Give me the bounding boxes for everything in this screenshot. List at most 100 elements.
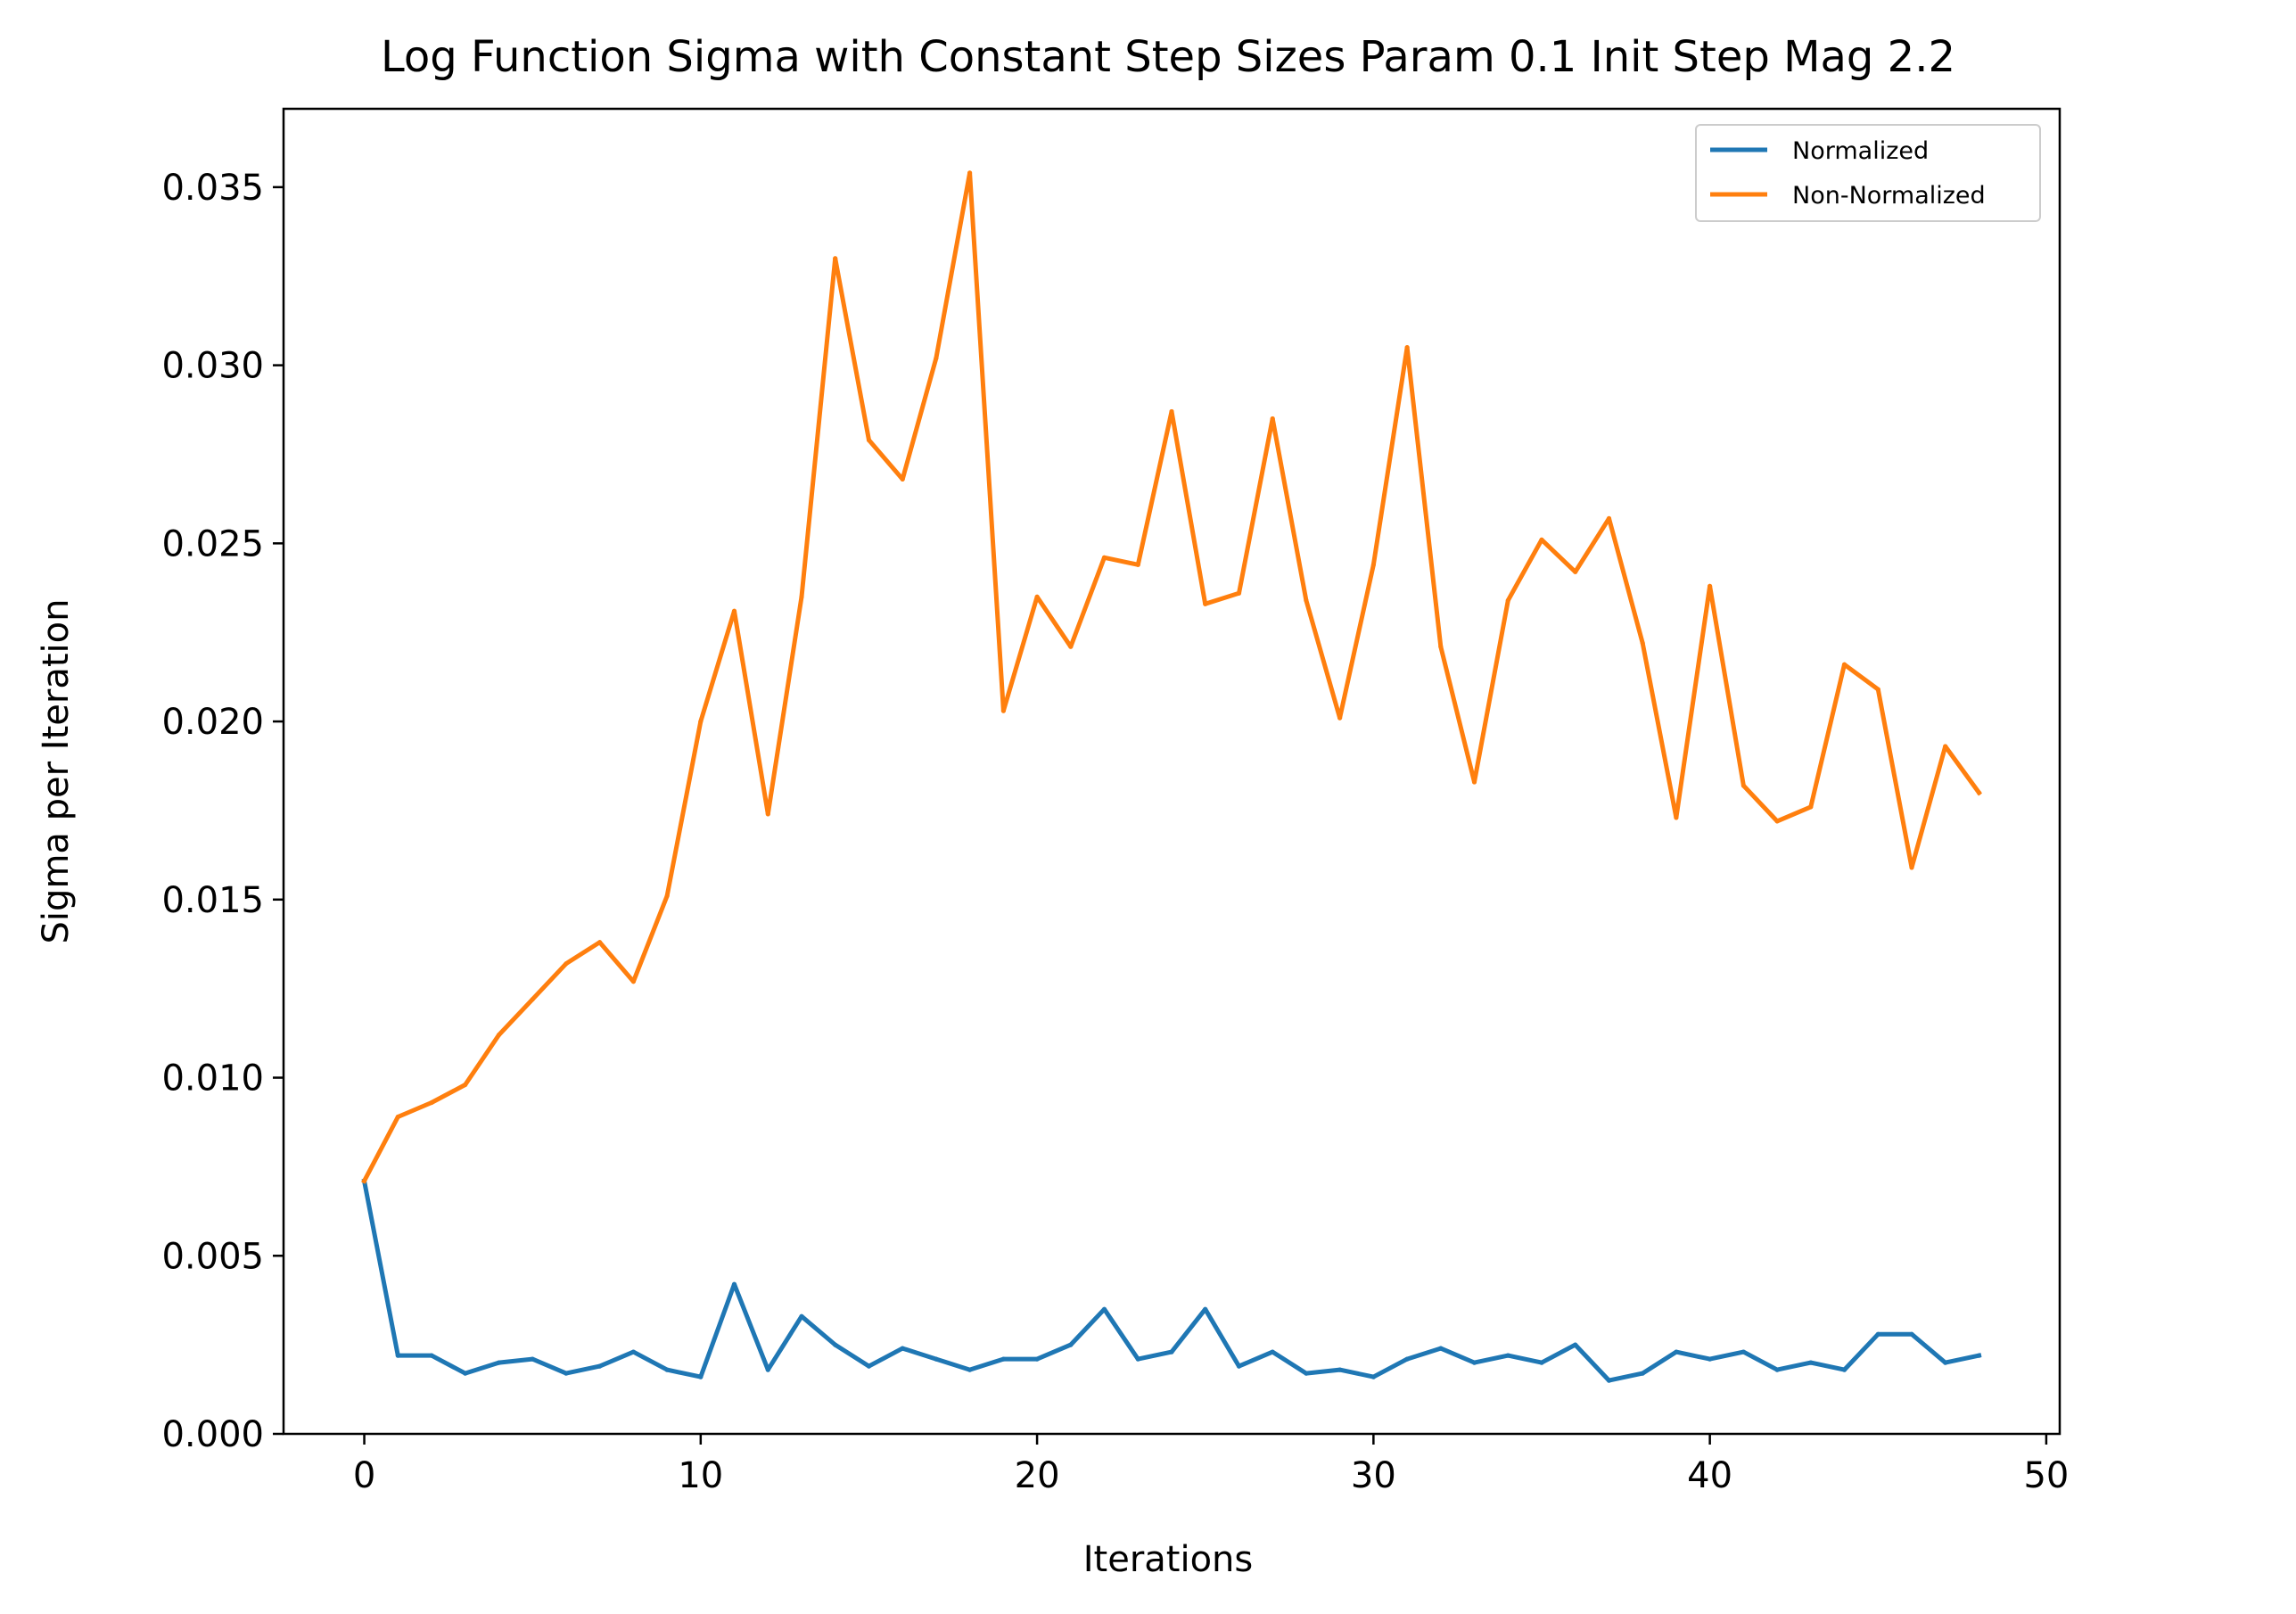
data-point-non-normalized [530,997,535,1002]
y-tick-label: 0.015 [161,880,264,921]
data-point-normalized [1101,1306,1107,1312]
y-tick-label: 0.005 [161,1236,264,1277]
data-point-non-normalized [866,437,872,443]
data-point-normalized [833,1342,838,1347]
plot-frame [282,107,2061,1436]
data-point-normalized [1606,1378,1612,1383]
data-point-normalized [1976,1353,1982,1358]
data-point-non-normalized [698,719,704,724]
data-point-normalized [496,1360,502,1365]
y-tick-label: 0.020 [161,702,264,743]
data-point-normalized [1169,1349,1174,1355]
data-point-normalized [1404,1356,1410,1362]
x-axis-label: Iterations [1083,1539,1254,1580]
data-point-non-normalized [1909,865,1914,870]
data-point-normalized [1337,1367,1343,1372]
data-point-normalized [1034,1356,1040,1362]
data-point-non-normalized [664,893,670,899]
data-point-non-normalized [1875,687,1880,692]
data-point-non-normalized [1337,715,1343,721]
data-point-non-normalized [1438,644,1444,649]
data-point-normalized [1875,1331,1880,1337]
data-point-non-normalized [1000,708,1006,713]
legend-label-normalized: Normalized [1792,137,1929,165]
data-point-normalized [1708,1356,1713,1362]
data-point-normalized [1068,1342,1074,1347]
data-point-normalized [1438,1346,1444,1351]
data-point-normalized [900,1346,905,1351]
data-point-non-normalized [1068,644,1074,649]
x-tick-label: 10 [678,1455,723,1496]
data-point-normalized [564,1371,569,1376]
data-point-non-normalized [1404,345,1410,350]
data-point-non-normalized [731,608,737,613]
data-point-non-normalized [1169,408,1174,415]
data-point-normalized [1943,1360,1948,1365]
data-point-non-normalized [833,256,838,261]
data-point-normalized [765,1367,770,1372]
series-layer [361,170,1982,1383]
data-point-non-normalized [1708,583,1713,589]
data-point-normalized [463,1371,468,1376]
data-point-normalized [1808,1360,1814,1365]
y-tick-label: 0.025 [161,523,264,564]
data-point-non-normalized [597,940,603,945]
x-tick-label: 50 [2023,1455,2069,1496]
data-point-non-normalized [564,961,569,967]
data-point-non-normalized [1270,416,1275,422]
data-point-normalized [597,1363,603,1369]
data-point-non-normalized [1505,597,1510,603]
data-point-normalized [395,1353,400,1358]
data-point-normalized [1539,1360,1544,1365]
data-point-non-normalized [1236,590,1242,596]
data-point-non-normalized [1471,779,1477,785]
data-point-non-normalized [765,811,770,817]
data-point-non-normalized [1304,597,1309,603]
data-point-non-normalized [429,1099,434,1106]
data-point-normalized [1000,1356,1006,1362]
data-point-non-normalized [1640,640,1645,646]
data-point-normalized [1774,1367,1780,1372]
data-point-normalized [799,1313,804,1319]
data-point-normalized [1741,1349,1746,1355]
data-point-non-normalized [1203,601,1208,606]
data-point-non-normalized [1573,569,1578,574]
data-point-non-normalized [496,1033,502,1038]
data-point-normalized [664,1367,670,1372]
data-point-non-normalized [1034,594,1040,599]
data-point-normalized [1471,1360,1477,1365]
data-point-normalized [429,1353,434,1358]
data-point-non-normalized [630,979,637,984]
data-point-non-normalized [1101,555,1107,560]
data-point-normalized [1573,1342,1578,1347]
data-point-normalized [866,1363,872,1369]
data-point-non-normalized [361,1178,367,1183]
data-point-non-normalized [900,476,905,482]
data-point-normalized [1203,1306,1208,1312]
data-point-normalized [1370,1374,1376,1379]
data-point-non-normalized [1370,562,1376,567]
data-point-non-normalized [1741,783,1746,788]
data-point-non-normalized [1539,537,1544,542]
data-point-non-normalized [967,170,973,176]
data-point-non-normalized [1674,815,1679,820]
data-point-normalized [1505,1353,1510,1358]
y-tick-label: 0.035 [161,168,264,209]
data-point-non-normalized [1606,515,1612,522]
legend-label-non-normalized: Non-Normalized [1792,182,1986,210]
data-point-non-normalized [1943,744,1948,749]
data-point-non-normalized [463,1082,468,1088]
x-tick-label: 30 [1351,1455,1396,1496]
data-point-non-normalized [1808,804,1814,810]
data-point-normalized [1270,1349,1275,1355]
data-point-non-normalized [1976,790,1982,795]
data-point-non-normalized [1774,819,1780,824]
chart-title: Log Function Sigma with Constant Step Si… [381,32,1955,82]
data-point-normalized [1304,1371,1309,1376]
data-point-normalized [698,1374,704,1379]
data-point-non-normalized [799,594,804,599]
data-point-non-normalized [395,1114,400,1120]
data-point-normalized [1674,1349,1679,1355]
x-tick-label: 40 [1687,1455,1732,1496]
data-point-normalized [1841,1367,1847,1372]
